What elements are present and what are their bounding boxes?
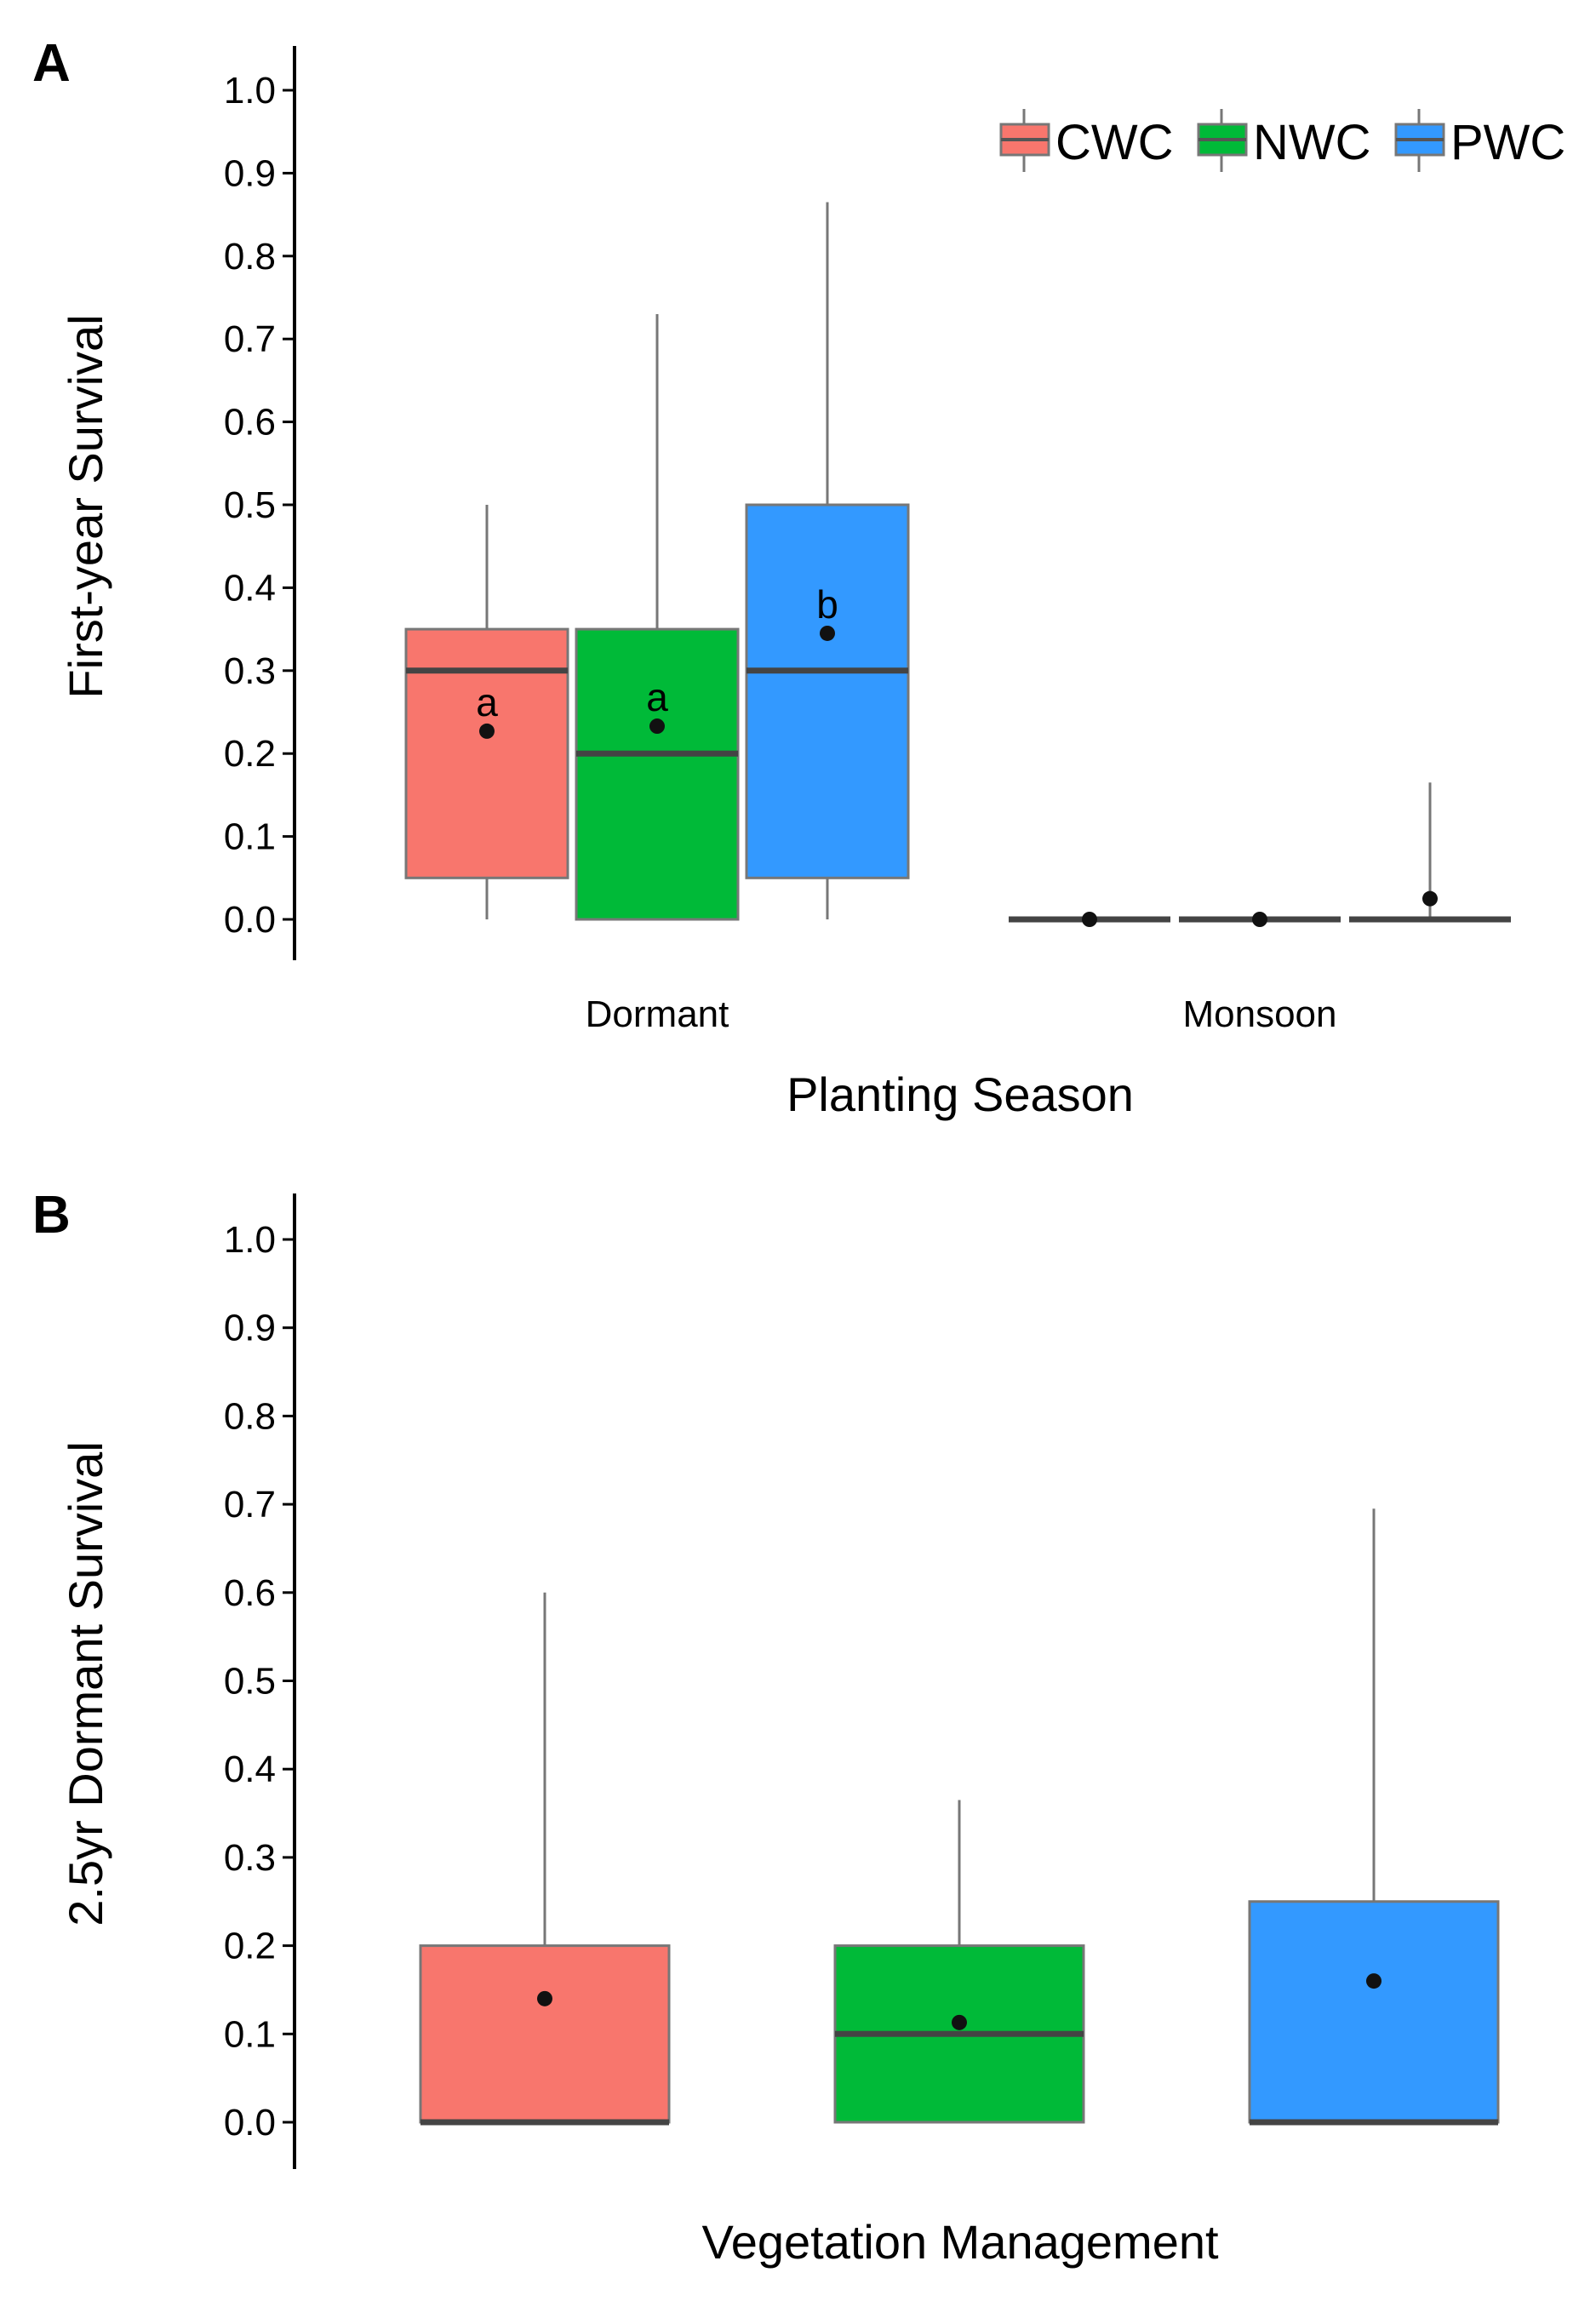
panel-a-category-label-dormant: Dormant: [586, 993, 729, 1035]
legend-entry-pwc: PWC: [1394, 109, 1565, 172]
panel-a-y-tick-label: 1.0: [224, 70, 276, 112]
panel-a-y-tick-label: 0.6: [224, 402, 276, 444]
legend: CWC NWC PWC: [999, 109, 1565, 172]
panel-a-y-tick-label: 0.7: [224, 318, 276, 360]
panel-b-y-tick-label: 0.6: [224, 1572, 276, 1614]
panel-a-y-tick-label: 0.5: [224, 484, 276, 526]
panel-a-y-tick-label: 0.2: [224, 733, 276, 775]
panel-b-y-axis-title: 2.5yr Dormant Survival: [59, 1441, 112, 1926]
panel-a-mean-point: [1082, 912, 1097, 927]
panel-a: 0.0 0.1 0.2 0.3 0.4 0.5 0.6 0.7 0.8 0.9 1.0 a a b: [224, 46, 1511, 960]
panel-b-mean-point: [537, 1990, 552, 2006]
panel-a-significance-label: b: [816, 582, 838, 627]
legend-label-pwc: PWC: [1450, 115, 1565, 170]
panel-b-letter: B: [32, 1186, 71, 1245]
panel-a-mean-point: [1252, 912, 1267, 927]
panel-a-mean-point: [649, 718, 665, 735]
panel-a-x-axis-title: Planting Season: [787, 1068, 1134, 1121]
panel-b-y-tick-label: 1.0: [224, 1219, 276, 1261]
legend-entry-cwc: CWC: [999, 109, 1174, 172]
panel-a-mean-point: [1422, 890, 1438, 907]
panel-a-y-tick-label: 0.0: [224, 899, 276, 941]
panel-b-y-tick-label: 0.4: [224, 1749, 276, 1790]
panel-b: 0.0 0.1 0.2 0.3 0.4 0.5 0.6 0.7 0.8 0.9 1.0: [224, 1193, 1500, 2169]
panel-b-y-tick-label: 0.3: [224, 1837, 276, 1879]
panel-b-y-tick-label: 0.8: [224, 1395, 276, 1437]
panel-a-box-body: [404, 627, 569, 879]
panel-a-significance-label: a: [476, 680, 498, 724]
panel-b-box-pwc: [1248, 1508, 1500, 2126]
legend-entry-nwc: NWC: [1197, 109, 1371, 172]
panel-a-y-tick-label: 0.8: [224, 236, 276, 278]
panel-b-y-tick-label: 0.0: [224, 2102, 276, 2144]
panel-b-mean-point: [1366, 1973, 1381, 1989]
panel-a-box-pwc: b: [745, 202, 910, 919]
panel-a-box-cwc: a: [404, 505, 569, 919]
panel-b-mean-point: [952, 2014, 967, 2030]
panel-a-box-body: [575, 627, 740, 921]
panel-a-significance-label: a: [646, 675, 668, 719]
panel-b-y-tick-label: 0.9: [224, 1308, 276, 1349]
panel-a-box-cwc: [1009, 912, 1170, 927]
legend-label-cwc: CWC: [1055, 115, 1174, 170]
panel-b-box-cwc: [419, 1592, 671, 2126]
panel-a-box-body: [745, 503, 910, 879]
panel-a-y-tick-label: 0.9: [224, 152, 276, 194]
panel-a-letter: A: [32, 34, 71, 93]
panel-a-y-tick-label: 0.3: [224, 650, 276, 692]
panel-b-x-axis-title: Vegetation Management: [701, 2215, 1219, 2269]
panel-a-mean-point: [479, 723, 495, 739]
panel-a-y-tick-label: 0.4: [224, 567, 276, 609]
panel-b-box-body: [1248, 1900, 1500, 2124]
panel-a-box-nwc: a: [575, 313, 740, 921]
panel-a-mean-point: [820, 625, 835, 641]
panel-b-y-tick-label: 0.2: [224, 1926, 276, 1967]
panel-a-box-pwc: [1349, 782, 1511, 923]
panel-b-y-tick-label: 0.5: [224, 1661, 276, 1703]
panel-a-y-axis-title: First-year Survival: [59, 314, 112, 698]
panel-a-y-tick-label: 0.1: [224, 816, 276, 858]
legend-label-nwc: NWC: [1253, 115, 1371, 170]
panel-b-y-tick-label: 0.1: [224, 2013, 276, 2055]
panel-b-box-nwc: [833, 1800, 1085, 2124]
panel-a-category-label-monsoon: Monsoon: [1182, 993, 1336, 1035]
panel-b-box-body: [419, 1944, 671, 2124]
panel-a-box-nwc: [1179, 912, 1341, 927]
panel-b-y-tick-label: 0.7: [224, 1484, 276, 1525]
